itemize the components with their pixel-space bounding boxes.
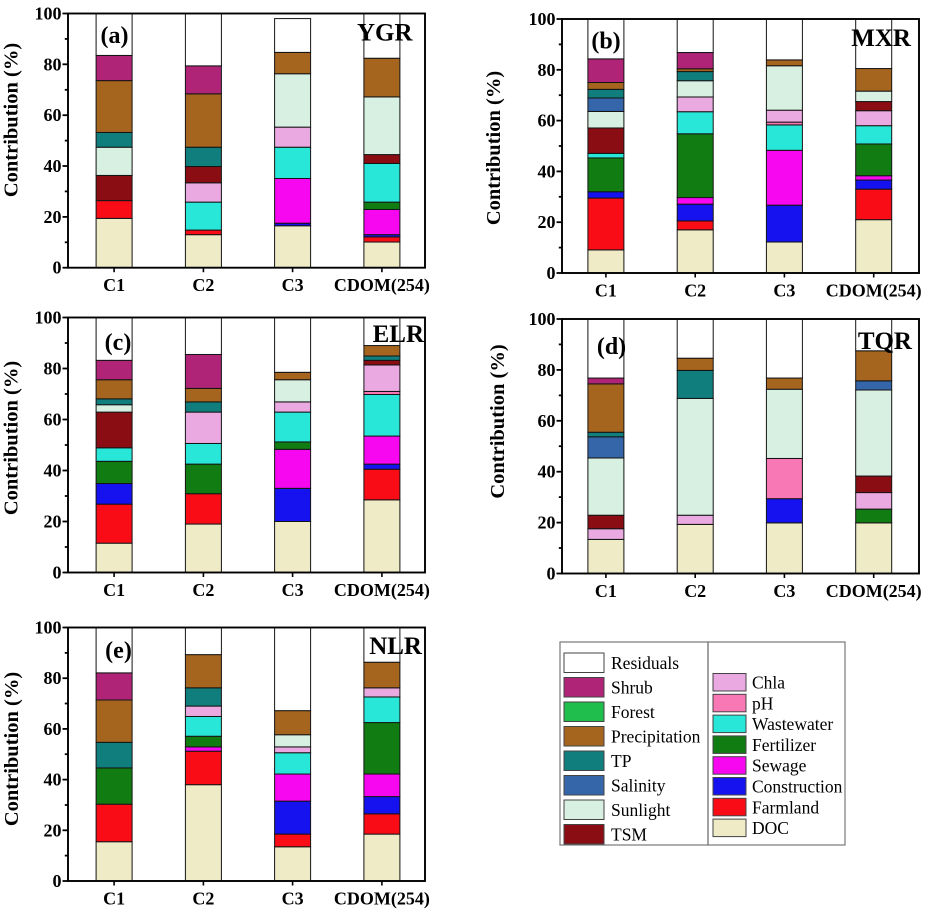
- svg-text:C1: C1: [103, 275, 125, 295]
- svg-text:100: 100: [35, 4, 62, 24]
- svg-text:20: 20: [538, 212, 556, 232]
- svg-text:Salinity: Salinity: [611, 776, 666, 796]
- svg-text:80: 80: [44, 668, 62, 688]
- svg-text:60: 60: [538, 111, 556, 131]
- svg-text:C2: C2: [192, 580, 214, 600]
- svg-text:Shrub: Shrub: [611, 678, 653, 698]
- svg-text:CDOM(254): CDOM(254): [334, 889, 430, 910]
- svg-text:YGR: YGR: [357, 20, 414, 47]
- svg-text:80: 80: [538, 60, 556, 80]
- svg-text:Forest: Forest: [611, 702, 655, 722]
- svg-text:Residuals: Residuals: [611, 653, 679, 673]
- svg-text:60: 60: [44, 719, 62, 739]
- svg-text:20: 20: [44, 820, 62, 840]
- svg-text:Farmland: Farmland: [752, 797, 819, 817]
- svg-text:C3: C3: [282, 580, 304, 600]
- svg-text:60: 60: [44, 410, 62, 430]
- svg-text:20: 20: [44, 512, 62, 532]
- svg-text:Sewage: Sewage: [752, 756, 807, 776]
- svg-text:40: 40: [44, 461, 62, 481]
- svg-text:100: 100: [35, 308, 62, 328]
- svg-text:Construction: Construction: [752, 777, 843, 797]
- svg-text:DOC: DOC: [752, 818, 789, 838]
- svg-text:40: 40: [44, 770, 62, 790]
- svg-text:60: 60: [44, 105, 62, 125]
- svg-text:C2: C2: [684, 581, 706, 601]
- svg-text:NLR: NLR: [369, 633, 423, 660]
- svg-text:C1: C1: [595, 581, 617, 601]
- svg-text:ELR: ELR: [373, 321, 425, 348]
- svg-text:100: 100: [35, 618, 62, 638]
- svg-text:60: 60: [538, 411, 556, 431]
- svg-text:100: 100: [529, 309, 556, 329]
- svg-text:(e): (e): [105, 638, 132, 664]
- svg-text:C2: C2: [192, 275, 214, 295]
- svg-text:(b): (b): [591, 29, 620, 55]
- svg-text:(a): (a): [101, 23, 129, 49]
- svg-text:Chla: Chla: [752, 673, 785, 693]
- svg-text:C1: C1: [103, 889, 125, 909]
- svg-text:TQR: TQR: [858, 328, 913, 355]
- svg-text:0: 0: [547, 564, 556, 584]
- svg-text:C3: C3: [282, 275, 304, 295]
- svg-text:(c): (c): [105, 330, 132, 356]
- svg-text:C1: C1: [103, 580, 125, 600]
- svg-text:80: 80: [44, 359, 62, 379]
- svg-text:Contribution (%): Contribution (%): [483, 71, 505, 225]
- svg-text:CDOM(254): CDOM(254): [826, 281, 922, 302]
- svg-text:40: 40: [538, 161, 556, 181]
- svg-text:40: 40: [44, 156, 62, 176]
- svg-text:C3: C3: [773, 581, 795, 601]
- svg-text:C3: C3: [773, 281, 795, 301]
- svg-text:TSM: TSM: [611, 825, 647, 845]
- svg-text:CDOM(254): CDOM(254): [826, 581, 922, 602]
- svg-text:(d): (d): [597, 334, 626, 360]
- svg-text:Fertilizer: Fertilizer: [752, 735, 816, 755]
- svg-text:TP: TP: [611, 751, 632, 771]
- svg-text:Contribution (%): Contribution (%): [487, 344, 509, 498]
- svg-text:Contribution (%): Contribution (%): [1, 43, 23, 197]
- svg-text:0: 0: [547, 263, 556, 283]
- svg-text:C1: C1: [595, 281, 617, 301]
- svg-text:C2: C2: [684, 281, 706, 301]
- svg-text:20: 20: [44, 207, 62, 227]
- svg-text:C3: C3: [282, 889, 304, 909]
- svg-text:Wastewater: Wastewater: [752, 714, 833, 734]
- svg-text:100: 100: [529, 9, 556, 29]
- svg-text:0: 0: [53, 871, 62, 891]
- svg-text:Precipitation: Precipitation: [611, 727, 701, 747]
- svg-text:CDOM(254): CDOM(254): [334, 580, 430, 601]
- svg-text:C2: C2: [192, 889, 214, 909]
- svg-text:80: 80: [44, 54, 62, 74]
- svg-text:0: 0: [53, 563, 62, 583]
- svg-text:pH: pH: [752, 693, 774, 713]
- svg-text:Sunlight: Sunlight: [611, 800, 670, 820]
- svg-text:MXR: MXR: [851, 25, 912, 52]
- svg-text:20: 20: [538, 513, 556, 533]
- svg-text:80: 80: [538, 360, 556, 380]
- svg-text:0: 0: [53, 258, 62, 278]
- svg-text:40: 40: [538, 462, 556, 482]
- svg-text:Contribution (%): Contribution (%): [1, 361, 23, 515]
- svg-text:Contribution (%): Contribution (%): [1, 672, 23, 826]
- svg-text:CDOM(254): CDOM(254): [334, 275, 430, 296]
